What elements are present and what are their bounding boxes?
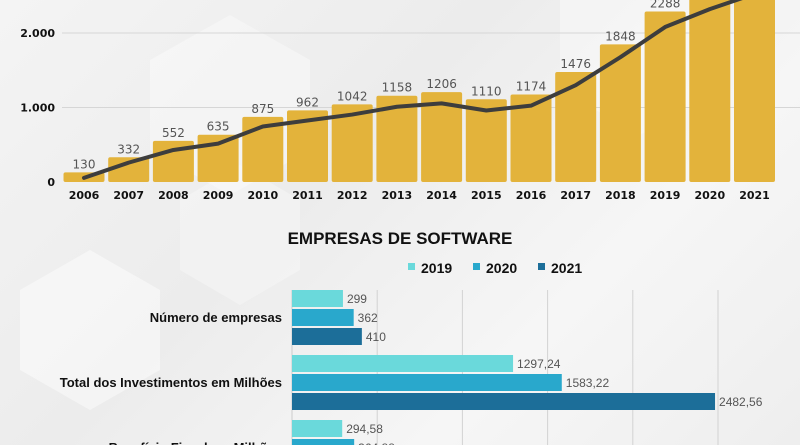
data-label-2006: 130: [73, 157, 96, 171]
x-tick-label: 2020: [694, 189, 725, 202]
category-label: Número de empresas: [150, 310, 282, 325]
bar-2018: [599, 44, 641, 182]
data-label-2008: 552: [162, 126, 185, 140]
bar-2011: [287, 110, 328, 182]
bar-2020: [292, 439, 355, 445]
legend: 2019 2020 2021: [408, 260, 582, 276]
data-label-2009: 635: [207, 120, 230, 134]
data-label-2020: 364,88: [358, 441, 395, 445]
bar-2013: [376, 95, 418, 182]
data-label-2018: 1848: [605, 29, 636, 43]
x-tick-label: 2017: [560, 189, 591, 202]
data-label-2007: 332: [117, 142, 140, 156]
x-tick-label: 2006: [69, 189, 100, 202]
x-tick-label: 2015: [471, 189, 502, 202]
bar-2015: [465, 99, 507, 182]
bar-2007: [108, 157, 150, 182]
legend-label-2019: 2019: [421, 260, 452, 276]
bar-2020: [292, 374, 562, 391]
x-tick-label: 2012: [337, 189, 368, 202]
y-tick-label: 2.000: [20, 27, 55, 40]
x-tick-label: 2014: [426, 189, 457, 202]
legend-label-2020: 2020: [486, 260, 517, 276]
legend-swatch-2021: [538, 263, 545, 270]
x-tick-label: 2018: [605, 189, 636, 202]
x-tick-label: 2021: [739, 189, 770, 202]
data-label-2017: 1476: [560, 57, 591, 71]
data-label-2021: 2482,56: [719, 395, 763, 409]
data-label-2019: 1297,24: [517, 357, 561, 371]
legend-swatch-2019: [408, 263, 415, 270]
x-tick-label: 2013: [382, 189, 413, 202]
data-label-2019: 2288: [650, 0, 681, 11]
bar-2021: [292, 328, 362, 345]
bar-2021: [734, 0, 775, 182]
x-tick-label: 2019: [650, 189, 681, 202]
x-tick-label: 2007: [113, 189, 144, 202]
data-label-2013: 1158: [382, 81, 413, 95]
bar-2019: [292, 420, 343, 437]
x-tick-label: 2011: [292, 189, 323, 202]
bar-2019: [644, 11, 686, 182]
bar-2017: [555, 72, 597, 182]
legend-swatch-2020: [473, 263, 480, 270]
data-label-2019: 299: [347, 292, 367, 306]
data-label-2010: 875: [251, 102, 274, 116]
bar-2016: [510, 94, 552, 182]
data-label-2011: 962: [296, 95, 319, 109]
y-tick-label: 1.000: [20, 102, 55, 115]
x-tick-label: 2009: [203, 189, 234, 202]
category-label: Benefício Fiscal em Milhões: [109, 440, 282, 445]
data-label-2012: 1042: [337, 89, 368, 103]
bar-2014: [421, 92, 463, 182]
bar-2019: [292, 290, 343, 307]
data-label-2021: 410: [366, 330, 386, 344]
data-label-2015: 1110: [471, 84, 502, 98]
software-companies-bar-chart: Número de empresas 299 362 410 Total dos Inv…: [60, 290, 763, 445]
data-label-2016: 1174: [516, 80, 547, 94]
x-tick-label: 2010: [247, 189, 278, 202]
trend-line: [82, 0, 743, 180]
chart-title: EMPRESAS DE SOFTWARE: [288, 229, 513, 248]
legend-label-2021: 2021: [551, 260, 582, 276]
data-label-2019: 294,58: [346, 422, 383, 436]
bar-2021: [292, 393, 716, 410]
y-tick-label: 0: [47, 176, 55, 189]
bar-2019: [292, 355, 514, 372]
data-label-2020: 1583,22: [566, 376, 610, 390]
bar-2020: [292, 309, 354, 326]
bar-2010: [242, 116, 284, 182]
bar-2012: [331, 104, 373, 182]
yearly-bar-line-chart: 0 1.000 2.000 130 2006 332 2007 552 2008 635 2009 8…: [20, 0, 800, 202]
data-label-2020: 362: [358, 311, 378, 325]
data-label-2014: 1206: [426, 77, 457, 91]
x-tick-label: 2008: [158, 189, 189, 202]
x-tick-label: 2016: [516, 189, 547, 202]
category-label: Total dos Investimentos em Milhões: [60, 375, 282, 390]
bar-2020: [689, 0, 731, 182]
